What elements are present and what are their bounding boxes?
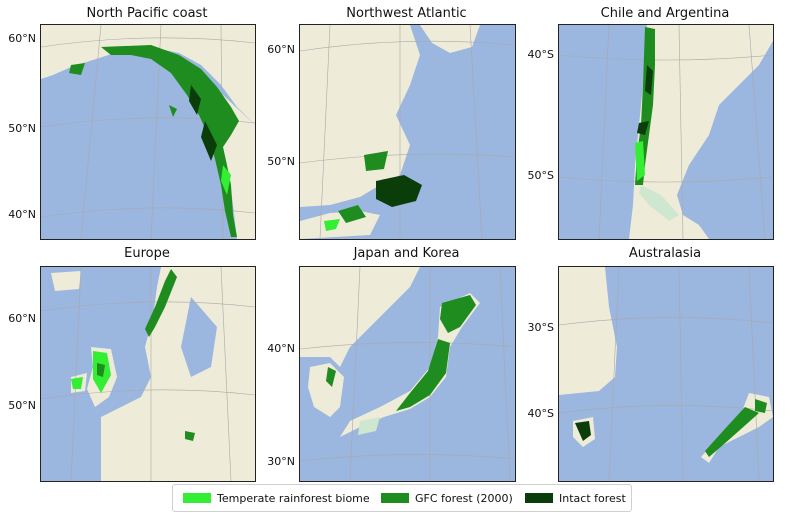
- legend-item: Intact forest: [525, 491, 626, 505]
- map-northwest-atlantic: [299, 24, 516, 240]
- legend-label: Intact forest: [559, 491, 626, 505]
- lat-label: 50°N: [8, 122, 36, 135]
- map-europe: [40, 266, 256, 482]
- legend: Temperate rainforest biome GFC forest (2…: [172, 484, 632, 512]
- panel-title-chile-argentina: Chile and Argentina: [600, 6, 730, 21]
- lat-label: 60°N: [8, 32, 36, 45]
- panel-title-europe: Europe: [124, 246, 170, 261]
- lat-label: 60°N: [267, 43, 295, 56]
- panel-title-japan-korea: Japan and Korea: [353, 246, 460, 261]
- map-japan-korea: [299, 266, 516, 482]
- legend-swatch-biome: [183, 493, 211, 503]
- legend-label: GFC forest (2000): [415, 491, 513, 505]
- lat-label: 40°N: [8, 208, 36, 221]
- lat-label: 60°N: [8, 312, 36, 325]
- map-australasia: [558, 266, 774, 482]
- panel-title-australasia: Australasia: [628, 246, 702, 261]
- map-north-pacific: [40, 24, 256, 240]
- map-chile-argentina: [558, 24, 774, 240]
- lat-label: 30°S: [527, 321, 554, 334]
- legend-item: Temperate rainforest biome: [183, 491, 370, 505]
- lat-label: 40°S: [527, 407, 554, 420]
- lat-label: 40°N: [267, 342, 295, 355]
- legend-label: Temperate rainforest biome: [217, 491, 370, 505]
- legend-item: GFC forest (2000): [381, 491, 513, 505]
- lat-label: 50°S: [527, 169, 554, 182]
- lat-label: 50°N: [8, 399, 36, 412]
- lat-label: 30°N: [267, 455, 295, 468]
- lat-label: 40°S: [527, 48, 554, 61]
- lat-label: 50°N: [267, 155, 295, 168]
- panel-title-north-pacific: North Pacific coast: [86, 6, 208, 21]
- legend-swatch-intact: [525, 493, 553, 503]
- panel-title-northwest-atlantic: Northwest Atlantic: [346, 6, 467, 21]
- legend-swatch-gfc: [381, 493, 409, 503]
